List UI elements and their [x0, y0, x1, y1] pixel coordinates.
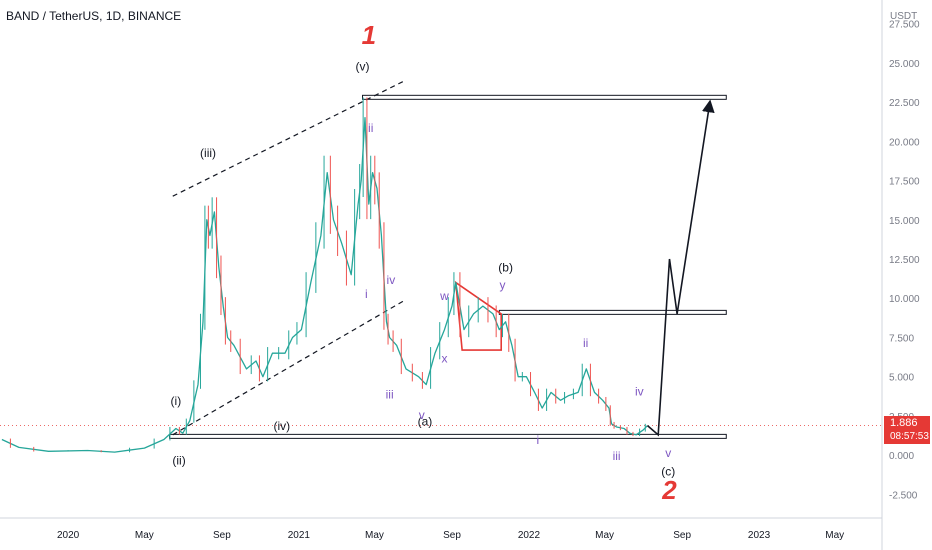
wave-label: (v)	[356, 60, 370, 74]
wave-label: iv	[635, 385, 644, 399]
wave-label: iii	[613, 449, 621, 463]
x-tick-label: May	[135, 530, 154, 541]
wave-label: iv	[387, 273, 396, 287]
x-tick-label: 2023	[748, 530, 771, 541]
wave-label: iii	[386, 388, 394, 402]
last-price-tag: 1.886 08:57:53	[884, 416, 930, 444]
x-tick-label: Sep	[213, 530, 231, 541]
level-box	[498, 309, 727, 315]
wave-label: y	[499, 278, 505, 292]
price-axis-currency-label: USDT	[890, 11, 917, 22]
y-tick-label: 0.000	[889, 451, 914, 462]
level-box	[169, 433, 727, 439]
y-tick-label: 10.000	[889, 294, 920, 305]
x-tick-label: 2021	[288, 530, 311, 541]
x-tick-label: 2022	[518, 530, 541, 541]
wave-label: (ii)	[172, 454, 185, 468]
y-tick-label: 17.500	[889, 177, 920, 188]
level-box	[362, 94, 727, 100]
x-tick-label: Sep	[673, 530, 691, 541]
trend-channel-lower	[172, 300, 404, 436]
wave-label: i	[365, 287, 368, 301]
y-tick-label: 12.500	[889, 255, 920, 266]
chart-title: BAND / TetherUS, 1D, BINANCE	[6, 9, 182, 23]
y-tick-label: 22.500	[889, 98, 920, 109]
wave-label: ii	[368, 121, 373, 135]
wave-label: i	[536, 433, 539, 447]
wave-label: (iv)	[273, 419, 290, 433]
x-tick-label: May	[365, 530, 384, 541]
wave-label: v	[419, 408, 425, 422]
x-tick-label: May	[595, 530, 614, 541]
wave-label: ii	[583, 336, 588, 350]
last-price-value: 1.886	[890, 417, 918, 429]
wave-label: (i)	[171, 394, 182, 408]
y-tick-label: 20.000	[889, 137, 920, 148]
y-tick-label: 15.000	[889, 216, 920, 227]
x-tick-label: 2020	[57, 530, 80, 541]
wave-label: 2	[661, 475, 677, 505]
y-tick-label: 27.500	[889, 20, 920, 31]
wave-label: (b)	[498, 261, 513, 275]
price-series-line	[1, 117, 648, 453]
wave-label: w	[439, 289, 449, 303]
wave-label: (c)	[661, 465, 675, 479]
x-tick-label: Sep	[443, 530, 461, 541]
y-tick-label: 5.000	[889, 373, 914, 384]
trend-channel-upper	[172, 81, 404, 197]
wave-label: (iii)	[200, 146, 216, 160]
x-tick-label: May	[825, 530, 844, 541]
candle-countdown: 08:57:53	[890, 431, 929, 442]
wave-label: (a)	[418, 414, 433, 428]
y-tick-label: -2.500	[889, 490, 918, 501]
wave-label: 1	[362, 20, 376, 50]
wave-label: x	[441, 352, 447, 366]
wave-label: v	[665, 446, 671, 460]
projection-path	[646, 99, 715, 437]
y-tick-label: 25.000	[889, 59, 920, 70]
y-tick-label: 7.500	[889, 333, 914, 344]
